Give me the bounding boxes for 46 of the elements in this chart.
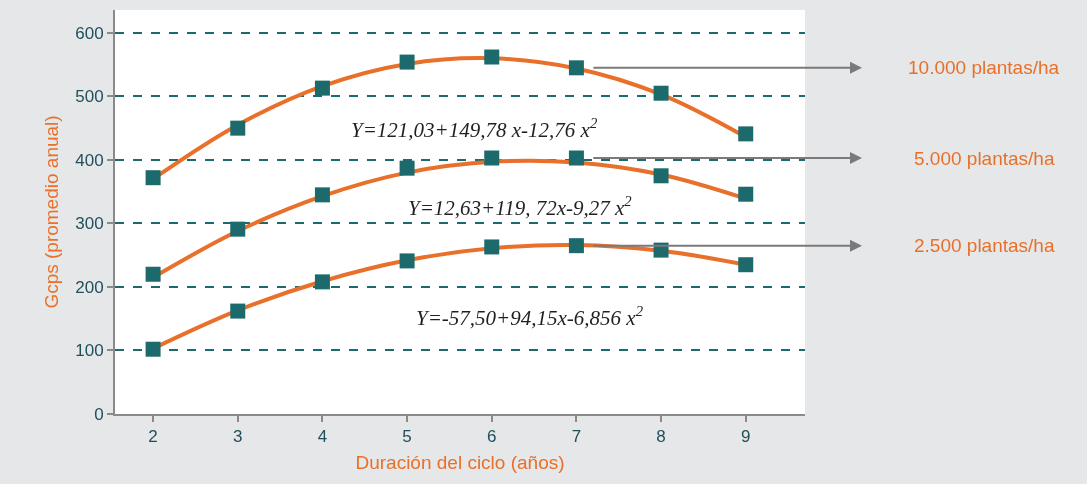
y-axis-title: Gcps (promedio anual) [40,115,62,309]
point [738,257,754,273]
text: 2.500 plantas/ha [914,235,1055,256]
point [484,150,500,166]
point [145,170,161,186]
point [484,239,500,255]
point [653,168,669,184]
point [314,187,330,203]
point [145,266,161,282]
text: 10.000 plantas/ha [908,57,1060,78]
x-tick-label: 6 [487,427,497,447]
y-tick-label: 600 [75,23,104,43]
point [314,274,330,290]
y-tick-label: 100 [75,341,104,361]
point [653,85,669,101]
point [399,253,415,269]
y-tick-label: 200 [75,277,104,297]
x-tick-label: 8 [656,427,666,447]
annotation: Y=121,03+149,78 x-12,76 x$^{2}$ [351,115,598,142]
y-tick-label: 500 [75,87,104,107]
y-tick-label: 300 [75,214,104,234]
x-tick-label: 9 [741,427,751,447]
x-axis-title: Duración del ciclo (años) [355,451,565,473]
x-tick-label: 2 [148,427,158,447]
point [738,186,754,202]
x-tick-label: 4 [317,427,328,447]
y-tick-label: 400 [75,150,104,170]
point [484,49,500,65]
point [399,54,415,70]
annotation: Y=-57,50+94,15x-6,856 x$^{2}$ [416,303,644,330]
point [145,341,161,357]
x-tick-label: 7 [571,427,582,447]
point [399,160,415,176]
text: 5.000 plantas/ha [914,148,1055,169]
point [230,303,246,319]
annotation: Y=12,63+119, 72x-9,27 x$^{2}$ [408,193,633,220]
point [568,238,584,254]
point [568,150,584,166]
point [230,120,246,136]
y-tick-label: 0 [94,404,104,424]
x-tick-label: 5 [402,427,412,447]
point [568,60,584,76]
point [230,221,246,237]
x-tick-label: 3 [233,427,243,447]
point [738,126,754,142]
point [314,80,330,96]
